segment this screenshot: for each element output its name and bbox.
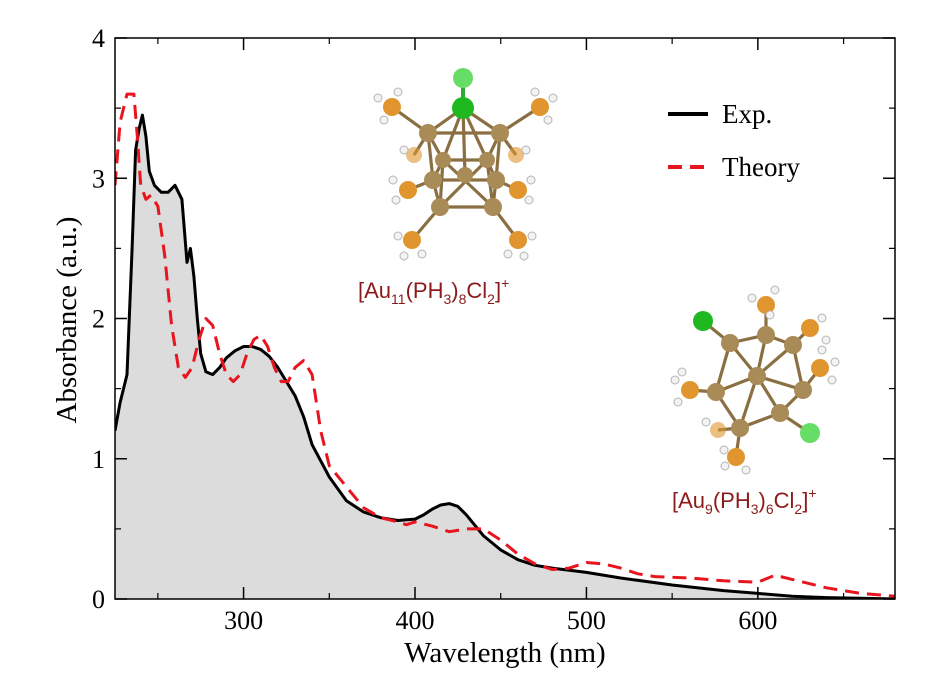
y-tick-label: 0 [92,585,105,614]
series-theory-line [115,92,895,598]
y-tick-label: 3 [92,164,105,193]
axes: 0 1 2 3 4 300 400 500 600 [92,24,896,635]
x-tick-label: 300 [224,606,263,635]
x-axis-title: Wavelength (nm) [404,637,605,669]
au11-formula-label: [Au11(PH3)8Cl2]+ [358,275,509,307]
legend-label-theory: Theory [722,152,800,182]
legend: Exp. Theory [668,99,800,182]
au9-formula-label: [Au9(PH3)6Cl2]+ [672,485,817,517]
x-tick-label: 600 [738,606,777,635]
y-tick-label: 4 [92,24,105,53]
au11-cluster-image [373,68,558,261]
y-axis-title: Absorbance (a.u.) [51,217,83,424]
x-tick-label: 500 [567,606,606,635]
plot-area [115,92,895,599]
exp-fill-area [115,115,895,599]
legend-label-exp: Exp. [722,99,772,129]
y-tick-label: 2 [92,305,105,334]
x-tick-label: 400 [396,606,435,635]
y-tick-label: 1 [92,445,105,474]
au9-cluster-image [670,285,840,475]
